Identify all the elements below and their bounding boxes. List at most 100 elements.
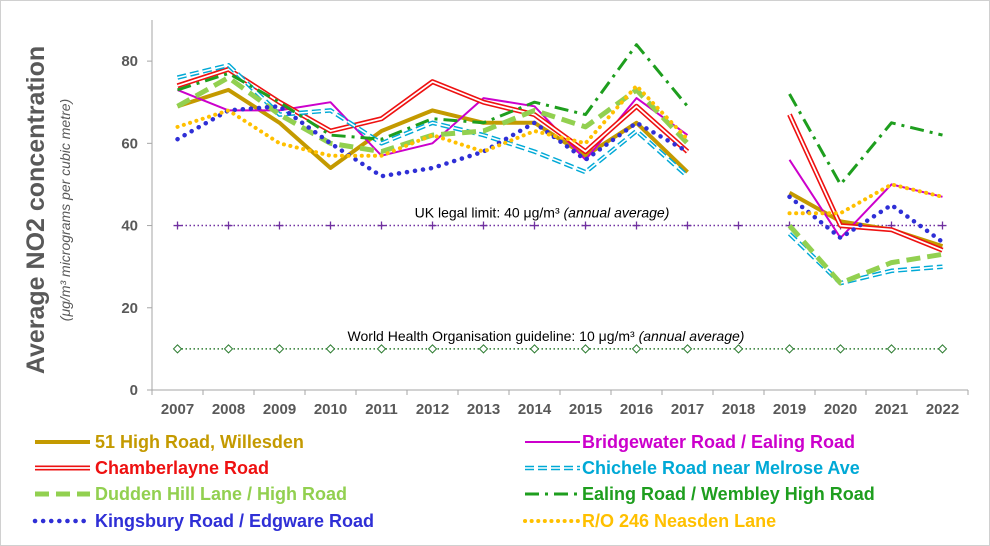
reference-line-label: World Health Organisation guideline: 10 … — [348, 328, 745, 344]
legend-item: Chichele Road near Melrose Ave — [525, 458, 860, 478]
reference-marker — [275, 221, 284, 230]
legend-label: 51 High Road, Willesden — [95, 432, 304, 452]
series-chichele-road-near-melrose-ave — [176, 62, 943, 286]
legend-label: Bridgewater Road / Ealing Road — [582, 432, 855, 452]
x-tick-label: 2010 — [314, 401, 347, 418]
reference-marker — [938, 221, 947, 230]
reference-marker — [631, 344, 642, 354]
x-tick-label: 2013 — [467, 401, 500, 418]
series-line — [788, 233, 943, 284]
reference-marker — [682, 344, 693, 354]
x-tick-label: 2017 — [671, 401, 704, 418]
series-line — [787, 194, 945, 245]
series-line — [788, 93, 943, 186]
reference-marker — [530, 221, 539, 230]
reference-marker — [428, 221, 437, 230]
y-axis-unit-label: (μg/m³ micrograms per cubic metre) — [57, 99, 73, 321]
reference-marker — [937, 344, 948, 354]
x-tick-label: 2015 — [569, 401, 602, 418]
legend-item: Bridgewater Road / Ealing Road — [525, 432, 855, 452]
reference-marker — [274, 344, 285, 354]
reference-line-label: UK legal limit: 40 μg/m³ (annual average… — [415, 205, 670, 221]
reference-marker — [784, 344, 795, 354]
x-tick-label: 2007 — [161, 401, 194, 418]
legend-label: Ealing Road / Wembley High Road — [582, 484, 875, 504]
legend-item: R/O 246 Neasden Lane — [523, 511, 776, 531]
y-tick-label: 40 — [121, 218, 138, 235]
reference-marker — [886, 344, 897, 354]
reference-label-text: World Health Organisation guideline: 10 … — [348, 328, 639, 344]
x-tick-label: 2011 — [365, 401, 398, 418]
x-tick-label: 2020 — [824, 401, 857, 418]
x-tick-label: 2008 — [212, 401, 245, 418]
y-tick-label: 0 — [130, 382, 138, 399]
reference-label-note: (annual average) — [564, 205, 670, 221]
reference-marker — [376, 344, 387, 354]
series-line — [787, 182, 945, 216]
y-tick-label: 80 — [121, 53, 138, 70]
reference-marker — [427, 344, 438, 354]
reference-marker — [325, 344, 336, 354]
series-line — [175, 104, 690, 179]
legend-item: Ealing Road / Wembley High Road — [525, 484, 875, 504]
reference-marker — [173, 221, 182, 230]
reference-marker — [172, 344, 183, 354]
x-tick-label: 2014 — [518, 401, 552, 418]
series-line — [175, 83, 690, 158]
reference-marker — [734, 221, 743, 230]
legend-item: 51 High Road, Willesden — [35, 432, 304, 452]
series-lines — [175, 43, 945, 286]
reference-marker — [580, 344, 591, 354]
legend-item: Chamberlayne Road — [35, 458, 269, 478]
legend-item: Dudden Hill Lane / High Road — [35, 484, 347, 504]
legend: 51 High Road, Willesden Bridgewater Road … — [32, 432, 875, 531]
reference-marker — [529, 344, 540, 354]
axes: 0 20 40 60 80 2007 2008 2009 2010 2011 2012 2013 201… — [121, 20, 969, 418]
reference-marker — [478, 344, 489, 354]
y-axis-label-group: Average NO2 concentration (μg/m³ microgr… — [22, 46, 73, 374]
reference-label-text: UK legal limit: 40 μg/m³ — [415, 205, 564, 221]
x-tick-label: 2021 — [875, 401, 908, 418]
x-tick-label: 2016 — [620, 401, 653, 418]
reference-marker — [223, 344, 234, 354]
reference-lines: UK legal limit: 40 μg/m³ (annual average… — [172, 205, 948, 354]
y-tick-label: 60 — [121, 135, 138, 152]
series-ealing-road-wembley-high-road — [177, 43, 943, 186]
reference-label-note: (annual average) — [639, 328, 745, 344]
reference-marker — [377, 221, 386, 230]
x-tick-label: 2012 — [416, 401, 449, 418]
y-axis-label: Average NO2 concentration — [22, 46, 50, 374]
series-line — [176, 87, 689, 174]
legend-label: R/O 246 Neasden Lane — [582, 511, 776, 531]
reference-marker — [683, 221, 692, 230]
x-tick-label: 2019 — [773, 401, 806, 418]
reference-marker — [581, 221, 590, 230]
series-line — [176, 75, 690, 155]
series-dudden-hill-lane-high-road — [176, 75, 943, 286]
series-line — [787, 223, 943, 286]
legend-label: Chichele Road near Melrose Ave — [582, 458, 860, 478]
legend-item: Kingsbury Road / Edgware Road — [32, 511, 374, 531]
x-tick-label: 2018 — [722, 401, 755, 418]
reference-marker — [224, 221, 233, 230]
reference-marker — [632, 221, 641, 230]
reference-marker — [479, 221, 488, 230]
series-line — [788, 114, 943, 252]
x-tick-label: 2009 — [263, 401, 296, 418]
series-r-o-246-neasden-lane — [175, 83, 945, 216]
legend-label: Kingsbury Road / Edgware Road — [95, 511, 374, 531]
series-line — [787, 113, 944, 253]
reference-marker — [733, 344, 744, 354]
x-tick-label: 2022 — [926, 401, 959, 418]
legend-label: Chamberlayne Road — [95, 458, 269, 478]
reference-marker — [835, 344, 846, 354]
series-line — [788, 159, 943, 239]
legend-label: Dudden Hill Lane / High Road — [95, 484, 347, 504]
y-tick-label: 20 — [121, 300, 138, 317]
reference-marker — [326, 221, 335, 230]
series-line — [177, 43, 689, 141]
series-line — [177, 64, 689, 177]
series-kingsbury-road-edgware-road — [175, 104, 945, 245]
